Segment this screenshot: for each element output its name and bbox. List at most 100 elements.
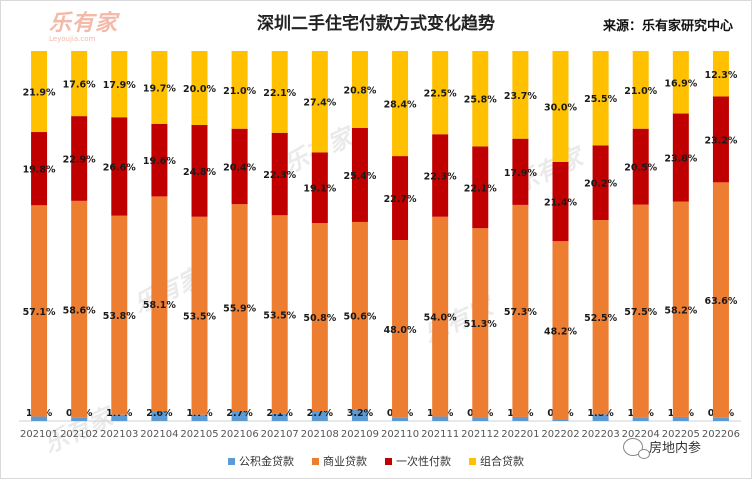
bar-segment [71,200,88,418]
data-label: 2.6% [146,408,173,419]
chart-title: 深圳二手住宅付款方式变化趋势 [257,14,495,34]
data-label: 53.5% [183,312,216,323]
data-label: 17.6% [63,80,96,91]
bar-segment [271,51,288,133]
data-label: 22.3% [263,170,296,181]
x-tick-label: 202105 [180,429,218,440]
data-label: 19.7% [143,83,176,94]
bar-segment [31,416,48,421]
bar-segment [432,216,449,417]
data-label: 30.0% [544,103,577,114]
x-tick-label: 202102 [60,429,98,440]
wechat-account: 房地内参 [623,437,702,459]
bar-segment [191,216,208,415]
legend-entry: 组合贷款 [469,453,524,469]
data-label: 48.2% [544,326,577,337]
data-label: 20.0% [183,84,216,95]
data-label: 22.7% [384,194,417,205]
data-label: 21.0% [624,86,657,97]
bar-segment [632,417,649,421]
bar-segment [672,51,689,114]
data-label: 25.4% [343,171,376,182]
bar-segment [472,51,489,147]
x-tick-label: 202201 [501,429,539,440]
data-label: 57.1% [23,307,56,318]
bar-segment [111,215,128,415]
bar-segment [552,51,569,162]
bar-segment [392,240,409,418]
bar-segment [512,416,529,421]
x-tick-label: 202109 [341,429,379,440]
data-label: 3.2% [347,408,374,419]
data-label: 51.3% [464,319,497,330]
data-label: 23.2% [704,135,737,146]
bar-segment [351,51,368,128]
bar-segment [111,117,128,216]
bar-segment [191,125,208,217]
x-tick-label: 202204 [622,429,660,440]
bar-segment [351,409,368,421]
legend-swatch [469,457,476,465]
data-label: 20.5% [624,163,657,174]
bar-segment [191,414,208,421]
data-label: 25.8% [464,95,497,106]
bar-segment [311,223,328,412]
bar-segment [191,51,208,125]
bar-segment [231,51,248,129]
bar-segment [231,128,248,205]
bar-segment [392,51,409,157]
bar-segment [512,138,529,205]
bar-segment [712,96,729,183]
bar-segment [712,182,729,418]
bar-segment [151,196,168,412]
bar-segment [712,51,729,97]
bar-segment [151,411,168,421]
data-label: 27.4% [303,98,336,109]
bar-segment [512,204,529,417]
data-label: 2.1% [267,408,294,419]
data-label: 57.3% [504,307,537,318]
data-label: 16.9% [664,78,697,89]
x-tick-label: 202112 [461,429,499,440]
bar-segment [552,241,569,420]
data-label: 19.6% [143,156,176,167]
bar-segment [632,204,649,418]
bar-segment [592,220,609,415]
chart-source: 来源：乐有家研究中心 [602,19,733,34]
bar-segment [472,146,489,229]
bar-segment [31,205,48,417]
bar-segment [672,113,689,202]
bar-segment [632,128,649,205]
bar-segment [392,417,409,421]
bar-segment [432,51,449,135]
data-label: 21.4% [544,198,577,209]
legend-label: 组合贷款 [480,455,524,468]
data-label: 20.2% [584,179,617,190]
bar-segment [231,411,248,421]
bar-segment [231,204,248,412]
wechat-icon [623,437,650,459]
x-tick-label: 202106 [221,429,259,440]
data-label: 19.1% [303,184,336,195]
bar-segment [111,51,128,118]
data-label: 2.7% [307,408,334,419]
bar-segment [552,162,569,242]
wechat-account-name: 房地内参 [649,441,702,456]
data-label: 22.1% [263,88,296,99]
x-tick-label: 202107 [261,429,299,440]
data-label: 53.8% [103,311,136,322]
bar-segment [472,228,489,419]
bar-segment [512,51,529,139]
bar-segment [592,145,609,221]
x-tick-label: 202202 [541,429,579,440]
bar-segment [271,215,288,414]
bar-segment [672,201,689,417]
bar-segment [712,417,729,421]
logo-subtext: Leyoujia.com [49,35,96,43]
bar-segment [472,418,489,421]
bar-segment [351,127,368,222]
bar-segment [31,51,48,133]
x-tick-label: 202104 [140,429,178,440]
data-label: 55.9% [223,304,256,315]
data-label: 22.9% [63,154,96,165]
